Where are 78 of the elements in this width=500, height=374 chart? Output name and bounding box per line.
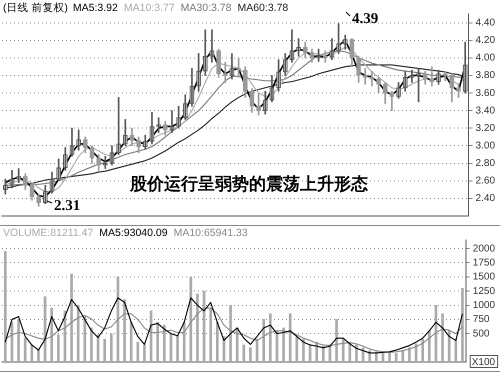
chart-title: (日线 前复权) — [3, 2, 68, 14]
bar — [302, 338, 305, 362]
bar — [308, 344, 312, 362]
bar — [461, 288, 464, 362]
bar — [328, 344, 332, 362]
bar — [222, 336, 226, 362]
bar — [116, 276, 120, 362]
bar — [64, 310, 66, 362]
bar — [110, 333, 113, 362]
annotation: 4.39 — [352, 10, 378, 27]
y-tick-label: 4.20 — [476, 35, 496, 46]
bar — [355, 344, 358, 362]
series-label: VOLUME:81211.47 — [3, 227, 94, 239]
bar — [382, 353, 384, 362]
bar — [10, 322, 14, 362]
bar — [394, 353, 398, 362]
bar — [130, 322, 133, 362]
bar — [4, 251, 7, 362]
bar — [196, 294, 199, 362]
bar — [96, 334, 100, 362]
y-tick-label: 4.00 — [476, 52, 496, 64]
bar — [70, 274, 73, 362]
y-tick-label: 2.40 — [476, 193, 496, 204]
y-tick-label: 2.80 — [476, 158, 496, 170]
bar — [37, 349, 40, 362]
y-tick-label: 1250 — [472, 286, 496, 297]
y-tick-label: 1000 — [472, 300, 496, 312]
annotation: 股价运行呈弱势的震荡上升形态 — [129, 174, 368, 194]
bar — [176, 336, 179, 362]
bar — [434, 304, 438, 362]
bar — [209, 308, 212, 362]
bar — [30, 344, 34, 362]
text: X100 — [472, 356, 496, 368]
bar — [170, 333, 172, 362]
bar — [229, 304, 232, 362]
bar — [282, 328, 285, 362]
bar — [56, 334, 60, 362]
bar — [103, 338, 106, 362]
y-tick-label: 3.60 — [476, 88, 496, 99]
y-tick-label: 3.40 — [476, 105, 496, 116]
text: MA60:3.78 — [237, 2, 288, 14]
bar — [408, 347, 411, 362]
bar — [242, 344, 246, 362]
text: MA5:93040.09 — [99, 227, 168, 239]
bar — [202, 290, 206, 362]
bar — [90, 328, 93, 362]
y-tick-label: 3.80 — [476, 70, 496, 82]
y-tick-label: 1750 — [472, 257, 496, 268]
y-tick-label: 2000 — [472, 243, 496, 254]
bar — [362, 347, 364, 362]
annotation: 2.31 — [54, 198, 80, 214]
y-tick-label: 3.20 — [476, 122, 496, 134]
bar — [335, 319, 338, 362]
bar — [249, 347, 252, 362]
y-tick-label: 1500 — [472, 272, 496, 283]
bar — [441, 313, 444, 362]
text: MA30:3.78 — [180, 2, 232, 14]
bar — [414, 344, 418, 362]
y-tick-label: 2.60 — [476, 176, 496, 187]
y-tick-label: 4.40 — [476, 18, 496, 29]
y-tick-label: 500 — [472, 328, 490, 340]
text: MA10:65941.33 — [174, 227, 248, 239]
bar — [136, 342, 140, 362]
bar — [17, 319, 20, 362]
bar — [44, 296, 46, 362]
bar — [24, 338, 27, 362]
y-tick-label: 3.00 — [476, 140, 496, 152]
bar — [256, 338, 258, 362]
bar — [123, 299, 126, 362]
bar — [150, 310, 152, 362]
y-tick-label: 750 — [472, 314, 490, 326]
bar — [388, 352, 391, 362]
bar — [295, 336, 298, 362]
text: MA5:3.92 — [72, 2, 118, 14]
bar — [216, 322, 219, 362]
text: MA10:3.77 — [124, 2, 175, 14]
bar — [276, 330, 278, 362]
bar — [143, 344, 146, 362]
